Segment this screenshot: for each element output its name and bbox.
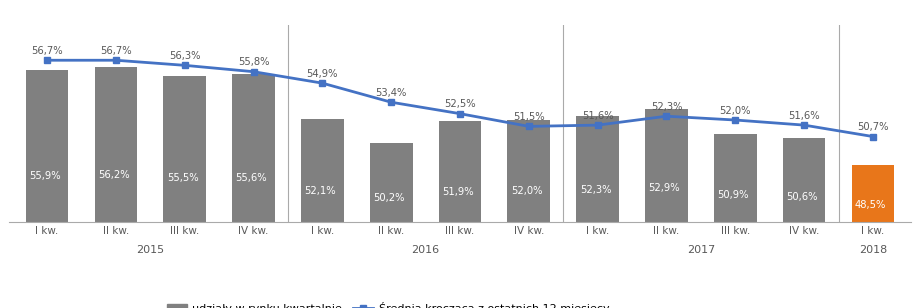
Text: 54,9%: 54,9% [306,69,338,79]
Text: 55,9%: 55,9% [29,171,61,181]
Text: 56,3%: 56,3% [169,51,200,61]
Text: 52,1%: 52,1% [304,186,335,196]
Text: 51,9%: 51,9% [442,187,473,197]
Bar [301,119,344,222]
Text: 51,5%: 51,5% [513,112,544,122]
Bar [575,116,618,222]
Text: 2016: 2016 [411,245,439,255]
Text: 55,8%: 55,8% [237,57,269,67]
Bar [644,109,687,222]
Text: 50,2%: 50,2% [373,193,404,203]
Bar [369,143,412,222]
Text: 52,0%: 52,0% [510,186,542,196]
Text: 53,4%: 53,4% [375,88,406,98]
Bar [851,164,893,222]
Bar [26,71,68,222]
Text: 50,9%: 50,9% [717,190,748,201]
Text: 52,3%: 52,3% [650,102,682,112]
Text: 2015: 2015 [136,245,165,255]
Text: 52,5%: 52,5% [444,99,475,109]
Text: 50,6%: 50,6% [786,192,817,201]
Text: 51,6%: 51,6% [581,111,613,121]
Bar [164,75,206,222]
Legend: udziały w rynku kwartalnie, Średnia krocząca z ostatnich 12 miesięcy: udziały w rynku kwartalnie, Średnia kroc… [162,298,613,308]
Text: 2018: 2018 [858,245,886,255]
Text: 56,7%: 56,7% [100,46,131,56]
Bar [438,121,481,222]
Text: 51,6%: 51,6% [788,111,819,121]
Text: 56,2%: 56,2% [97,170,130,180]
Bar [95,67,137,222]
Text: 56,7%: 56,7% [31,46,62,56]
Text: 50,7%: 50,7% [857,122,888,132]
Text: 2017: 2017 [686,245,714,255]
Bar [232,74,275,222]
Text: 52,3%: 52,3% [579,185,610,195]
Text: 52,9%: 52,9% [648,183,679,193]
Bar [713,134,755,222]
Text: 55,6%: 55,6% [235,172,267,183]
Text: 52,0%: 52,0% [719,106,750,116]
Bar [507,120,550,222]
Bar [782,138,824,222]
Text: 55,5%: 55,5% [166,173,199,183]
Text: 48,5%: 48,5% [854,200,885,209]
